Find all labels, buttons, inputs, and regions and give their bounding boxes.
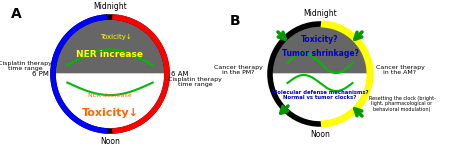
Wedge shape [273,26,367,74]
Text: Toxicity↓: Toxicity↓ [100,34,132,40]
Text: Toxicity?: Toxicity? [301,35,339,44]
Text: Noon: Noon [100,137,120,146]
Text: A: A [11,7,22,21]
Text: Midnight: Midnight [93,2,127,11]
Text: 6 PM: 6 PM [32,71,49,77]
Wedge shape [273,74,367,122]
Text: NER decrease: NER decrease [88,93,132,98]
Wedge shape [56,74,164,128]
Wedge shape [56,20,164,74]
Text: Cancer therapy
in the AM?: Cancer therapy in the AM? [375,65,424,75]
Text: NER increase: NER increase [76,50,144,59]
Text: Resetting the clock (bright-
light, pharmacological or
behavioral modulation): Resetting the clock (bright- light, phar… [369,96,436,112]
Text: Molecular defense mechanisms?
Normal vs tumor clocks?: Molecular defense mechanisms? Normal vs … [272,90,368,100]
Text: Cisplatin therapy
time range: Cisplatin therapy time range [0,61,52,71]
Text: Toxicity↓: Toxicity↓ [82,108,138,118]
Text: Cisplatin therapy
time range: Cisplatin therapy time range [168,77,222,87]
Text: B: B [230,14,241,28]
Text: Tumor shrinkage?: Tumor shrinkage? [282,49,358,57]
Text: Cancer therapy
in the PM?: Cancer therapy in the PM? [214,65,263,75]
Text: Midnight: Midnight [303,9,337,18]
Text: Noon: Noon [310,130,330,139]
Text: 6 AM: 6 AM [171,71,189,77]
